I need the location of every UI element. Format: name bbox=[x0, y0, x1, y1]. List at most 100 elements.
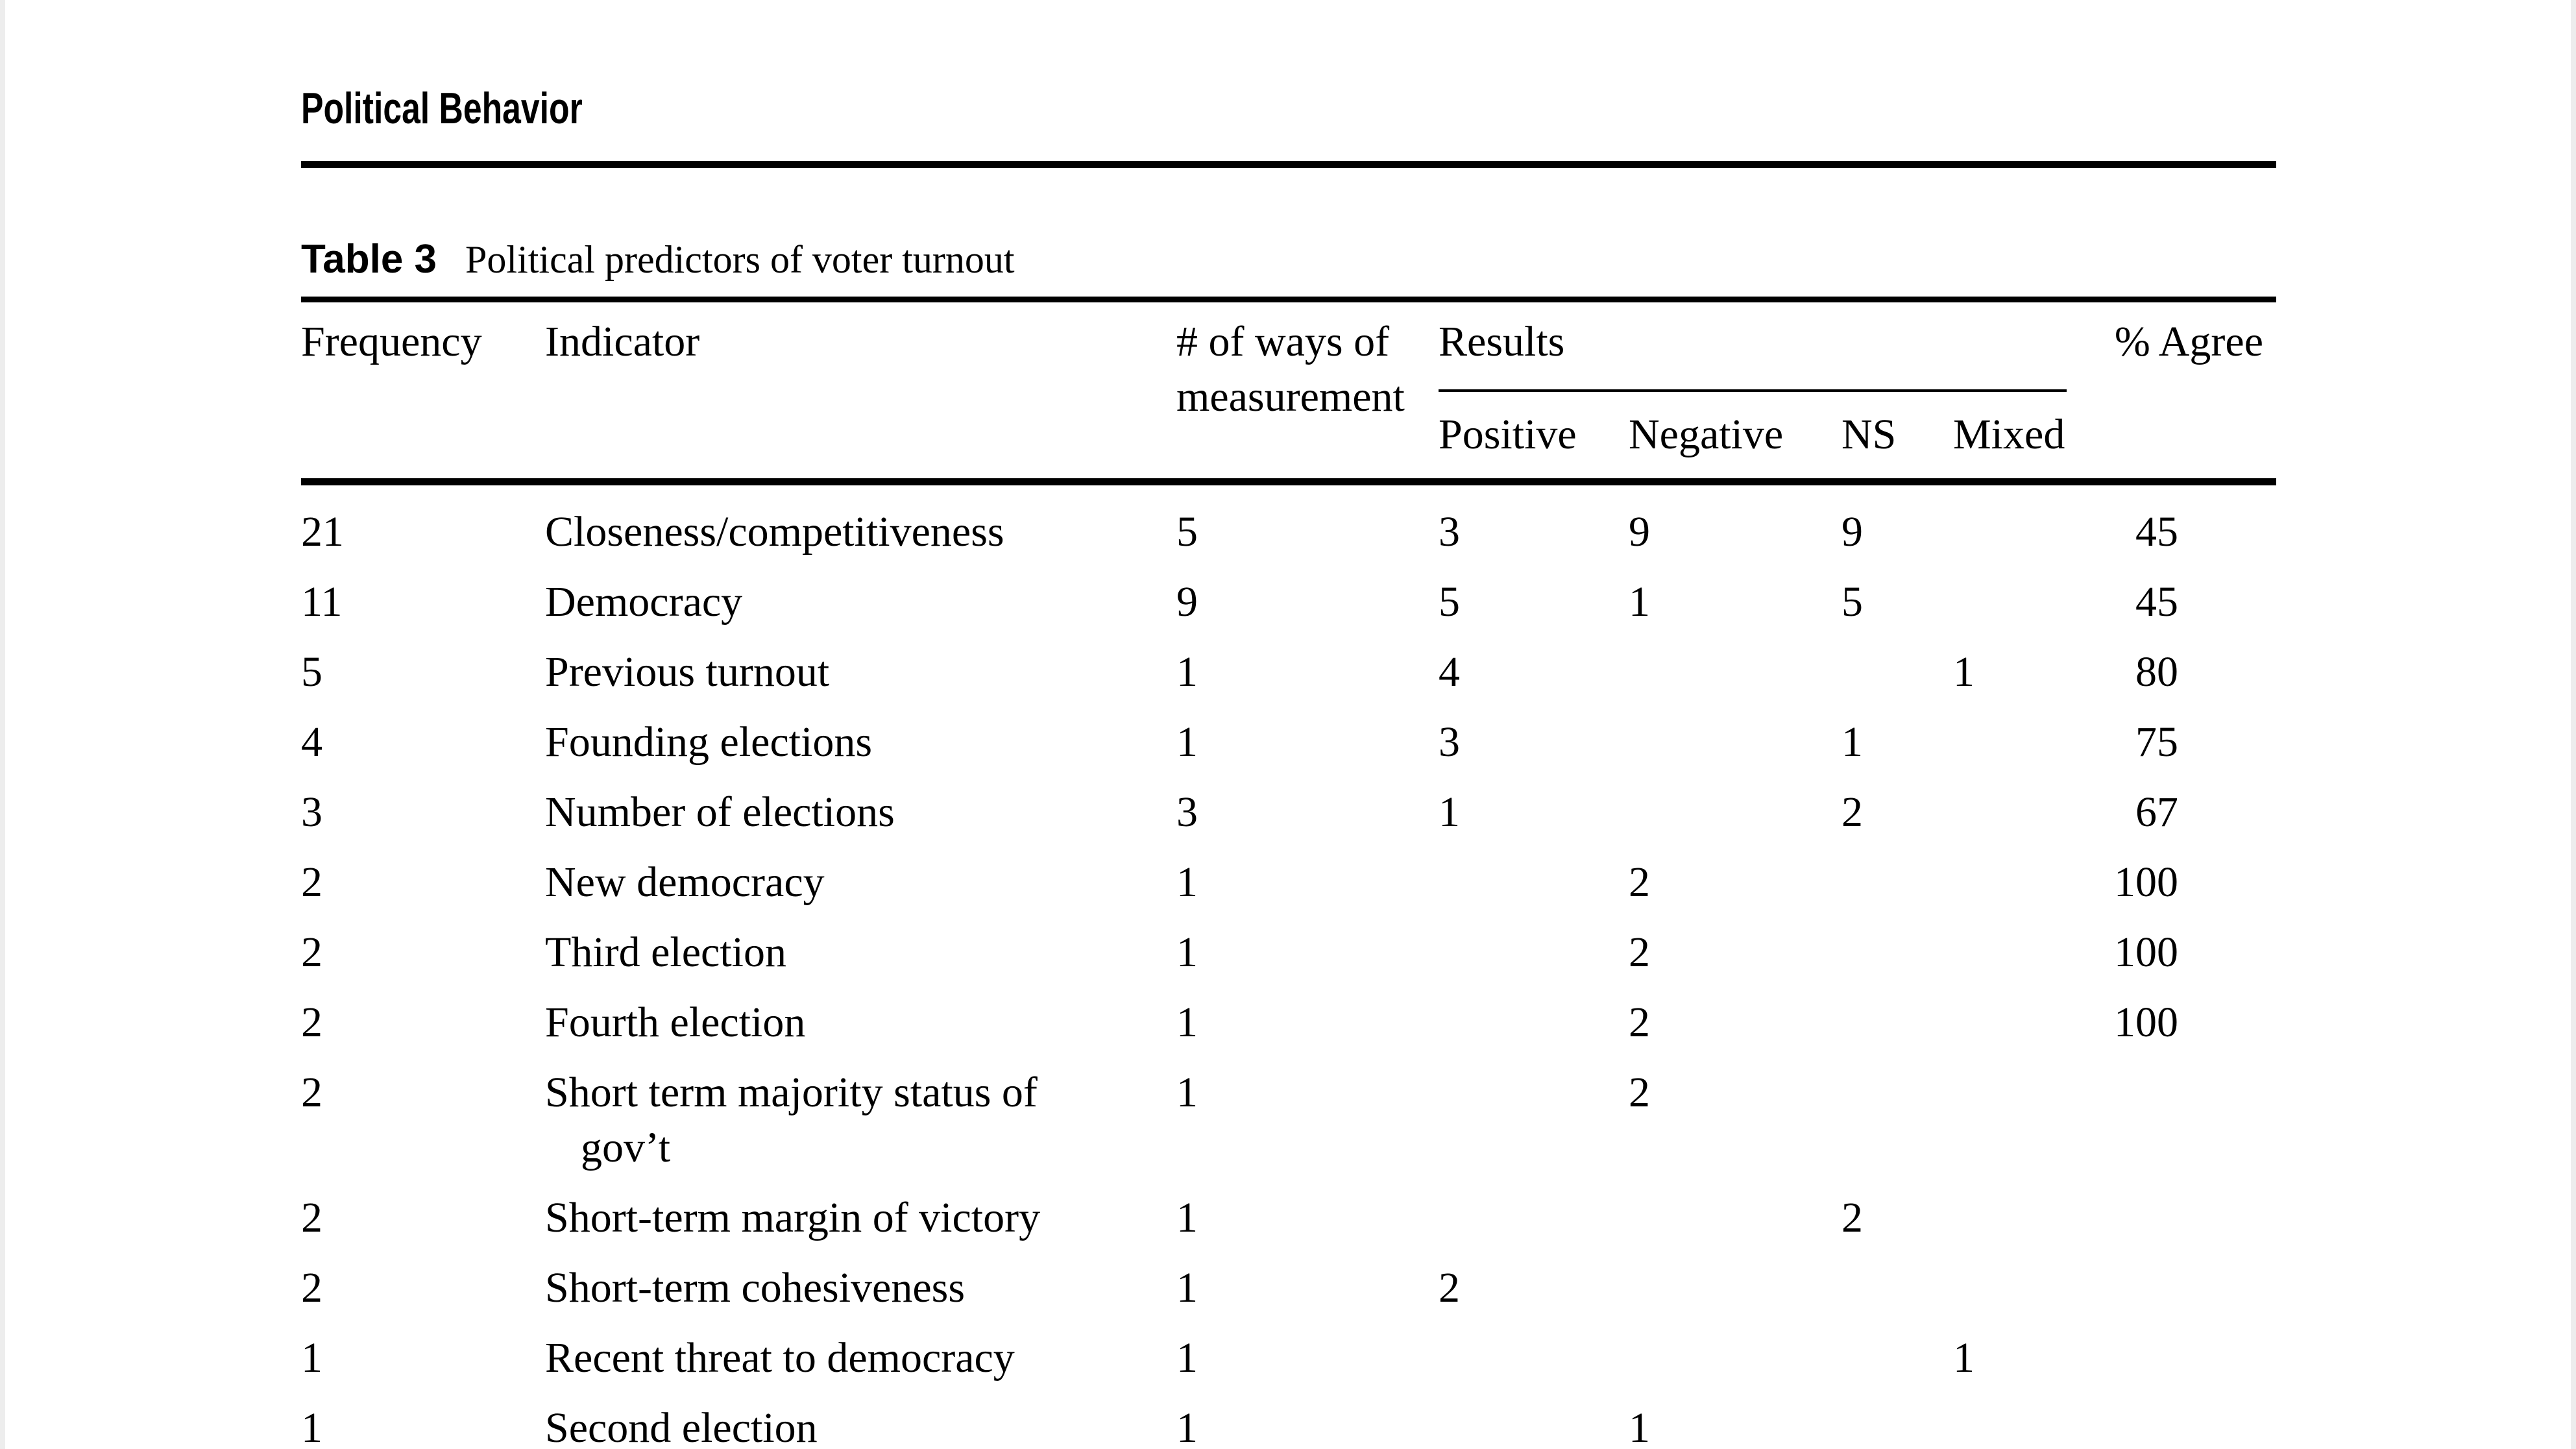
table-row: 2 Fourth election 1 2 100 bbox=[301, 976, 2276, 1046]
cell-mixed: 1 bbox=[1953, 648, 1975, 696]
cell-ways: 1 bbox=[1176, 1264, 1198, 1311]
cell-indicator: Third election bbox=[545, 929, 787, 976]
cell-agree: 67 bbox=[2135, 788, 2178, 836]
cell-frequency: 2 bbox=[301, 999, 322, 1046]
cell-agree: 45 bbox=[2135, 578, 2178, 626]
cell-ns: 2 bbox=[1841, 788, 1863, 836]
cell-agree: 100 bbox=[2114, 999, 2178, 1046]
table-row: 1 Second election 1 1 bbox=[301, 1382, 2276, 1449]
cell-frequency: 11 bbox=[301, 578, 343, 626]
cell-indicator: Founding elections bbox=[545, 718, 873, 766]
cell-ns: 5 bbox=[1841, 578, 1863, 626]
page-edge-left bbox=[0, 0, 5, 1449]
cell-negative: 1 bbox=[1629, 578, 1650, 626]
cell-negative: 2 bbox=[1629, 929, 1650, 976]
cell-mixed: 1 bbox=[1953, 1334, 1975, 1382]
cell-ways: 1 bbox=[1176, 718, 1198, 766]
cell-ways: 1 bbox=[1176, 999, 1198, 1046]
page-edge-right bbox=[2571, 0, 2576, 1449]
header-ns: NS bbox=[1841, 411, 1897, 458]
cell-frequency: 2 bbox=[301, 858, 322, 906]
cell-agree: 45 bbox=[2135, 508, 2178, 555]
cell-ways: 1 bbox=[1176, 858, 1198, 906]
cell-negative: 9 bbox=[1629, 508, 1650, 555]
header-ways-of-measurement: # of ways of measurement bbox=[1176, 318, 1405, 420]
cell-ways: 1 bbox=[1176, 1069, 1198, 1116]
header-frequency: Frequency bbox=[301, 318, 482, 365]
header-indicator: Indicator bbox=[545, 318, 700, 365]
cell-agree: 100 bbox=[2114, 858, 2178, 906]
table-row: 4 Founding elections 1 3 1 75 bbox=[301, 696, 2276, 766]
cell-positive: 3 bbox=[1439, 718, 1460, 766]
cell-frequency: 5 bbox=[301, 648, 322, 696]
cell-frequency: 2 bbox=[301, 1069, 322, 1116]
cell-frequency: 3 bbox=[301, 788, 322, 836]
cell-frequency: 2 bbox=[301, 929, 322, 976]
cell-ways: 1 bbox=[1176, 648, 1198, 696]
masthead-rule bbox=[301, 161, 2276, 168]
cell-negative: 2 bbox=[1629, 858, 1650, 906]
table-row: 2 Short-term cohesiveness 1 2 bbox=[301, 1241, 2276, 1311]
cell-indicator: Closeness/competitiveness bbox=[545, 508, 1004, 555]
cell-indicator: Short term majority status of gov’t bbox=[545, 1069, 1038, 1171]
cell-agree: 100 bbox=[2114, 929, 2178, 976]
header-mixed: Mixed bbox=[1953, 411, 2065, 458]
cell-ways: 3 bbox=[1176, 788, 1198, 836]
cell-ways: 1 bbox=[1176, 1194, 1198, 1241]
cell-agree: 80 bbox=[2135, 648, 2178, 696]
cell-ways: 1 bbox=[1176, 929, 1198, 976]
cell-frequency: 21 bbox=[301, 508, 344, 555]
journal-title: Political Behavior bbox=[301, 84, 583, 133]
cell-indicator: Democracy bbox=[545, 578, 743, 626]
cell-indicator: Short-term margin of victory bbox=[545, 1194, 1041, 1241]
cell-positive: 3 bbox=[1439, 508, 1460, 555]
cell-ways: 1 bbox=[1176, 1404, 1198, 1449]
table-row: 21 Closeness/competitiveness 5 3 9 9 45 bbox=[301, 485, 2276, 555]
cell-indicator: Recent threat to democracy bbox=[545, 1334, 1015, 1382]
cell-negative: 1 bbox=[1629, 1404, 1650, 1449]
cell-indicator: Second election bbox=[545, 1404, 818, 1449]
table-row: 5 Previous turnout 1 4 1 80 bbox=[301, 626, 2276, 696]
header-negative: Negative bbox=[1629, 411, 1784, 458]
table-label: Table 3 bbox=[301, 237, 437, 282]
header-results: Results bbox=[1439, 314, 2067, 392]
table-row: 2 Short term majority status of gov’t 1 … bbox=[301, 1046, 2276, 1171]
cell-frequency: 1 bbox=[301, 1334, 322, 1382]
cell-frequency: 1 bbox=[301, 1404, 322, 1449]
cell-indicator: Fourth election bbox=[545, 999, 806, 1046]
table-row: 2 Short-term margin of victory 1 2 bbox=[301, 1171, 2276, 1241]
table-row: 1 Recent threat to democracy 1 1 bbox=[301, 1311, 2276, 1382]
cell-indicator: Short-term cohesiveness bbox=[545, 1264, 966, 1311]
cell-frequency: 4 bbox=[301, 718, 322, 766]
table-header: Frequency Indicator # of ways of measure… bbox=[301, 302, 2276, 485]
table-row: 2 Third election 1 2 100 bbox=[301, 906, 2276, 976]
cell-negative: 2 bbox=[1629, 999, 1650, 1046]
cell-indicator: Number of elections bbox=[545, 788, 895, 836]
table-caption-text: Political predictors of voter turnout bbox=[465, 238, 1015, 281]
cell-ways: 5 bbox=[1176, 508, 1198, 555]
cell-agree: 75 bbox=[2135, 718, 2178, 766]
cell-negative: 2 bbox=[1629, 1069, 1650, 1116]
cell-indicator: Previous turnout bbox=[545, 648, 830, 696]
cell-ways: 9 bbox=[1176, 578, 1198, 626]
header-percent-agree: % Agree bbox=[2114, 318, 2263, 365]
cell-frequency: 2 bbox=[301, 1194, 322, 1241]
table-caption: Table 3 Political predictors of voter tu… bbox=[301, 232, 1015, 287]
table-row: 3 Number of elections 3 1 2 67 bbox=[301, 766, 2276, 836]
table: Frequency Indicator # of ways of measure… bbox=[301, 297, 2276, 1449]
table-row: 2 New democracy 1 2 100 bbox=[301, 836, 2276, 906]
cell-ways: 1 bbox=[1176, 1334, 1198, 1382]
table-body: 21 Closeness/competitiveness 5 3 9 9 45 … bbox=[301, 485, 2276, 1449]
cell-positive: 2 bbox=[1439, 1264, 1460, 1311]
cell-positive: 4 bbox=[1439, 648, 1460, 696]
cell-ns: 9 bbox=[1841, 508, 1863, 555]
cell-frequency: 2 bbox=[301, 1264, 322, 1311]
cell-indicator: New democracy bbox=[545, 858, 825, 906]
cell-ns: 1 bbox=[1841, 718, 1863, 766]
cell-positive: 1 bbox=[1439, 788, 1460, 836]
table-row: 11 Democracy 9 5 1 5 45 bbox=[301, 555, 2276, 626]
cell-ns: 2 bbox=[1841, 1194, 1863, 1241]
header-positive: Positive bbox=[1439, 411, 1577, 458]
cell-positive: 5 bbox=[1439, 578, 1460, 626]
